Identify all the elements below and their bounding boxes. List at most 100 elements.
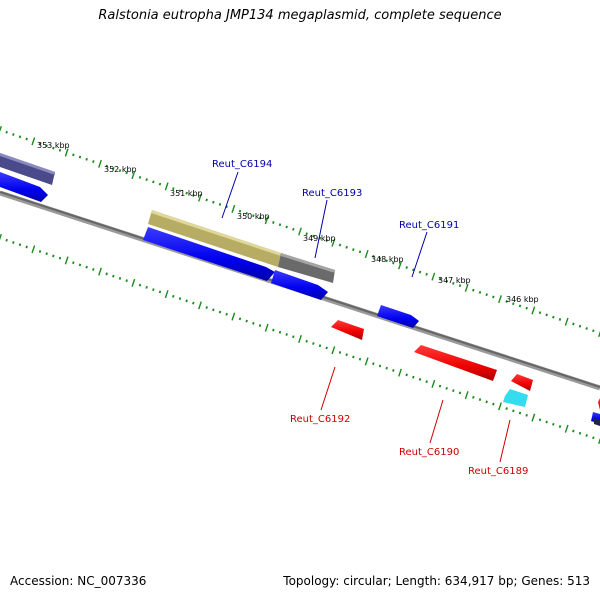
minor-tick: [292, 227, 295, 231]
minor-tick: [85, 157, 88, 161]
minor-tick: [558, 318, 562, 321]
major-tick: [264, 323, 269, 332]
minor-tick: [472, 395, 475, 399]
gene-label-reut-c6194[interactable]: Reut_C6194: [212, 159, 272, 170]
minor-tick: [252, 321, 255, 325]
minor-tick: [525, 306, 528, 310]
minor-tick: [285, 333, 288, 336]
major-tick: [0, 125, 2, 133]
minor-tick: [558, 425, 562, 428]
map-title: Ralstonia eutropha JMP134 megaplasmid, c…: [98, 8, 502, 23]
major-tick: [131, 171, 136, 180]
minor-tick: [358, 250, 362, 254]
major-tick: [398, 261, 402, 270]
minor-tick: [125, 171, 128, 175]
forward-genes: [0, 172, 600, 424]
minor-tick: [125, 279, 128, 283]
cog-bar-gray: [278, 253, 335, 283]
major-tick: [64, 256, 69, 265]
minor-tick: [458, 284, 462, 288]
minor-tick: [452, 281, 455, 285]
gene-forward-arrow: [0, 172, 48, 202]
minor-tick: [5, 238, 8, 242]
minor-tick: [238, 209, 242, 213]
minor-tick: [278, 330, 282, 334]
minor-tick: [572, 322, 575, 326]
minor-tick: [5, 130, 8, 134]
minor-tick: [218, 203, 222, 206]
minor-tick: [478, 290, 482, 294]
major-tick: [264, 216, 269, 225]
gene-label-reut-c6193[interactable]: Reut_C6193: [302, 188, 362, 199]
minor-tick: [92, 267, 95, 271]
major-tick: [331, 346, 336, 355]
minor-tick: [545, 420, 548, 424]
minor-tick: [438, 384, 442, 388]
minor-tick: [572, 429, 575, 433]
minor-tick: [492, 295, 495, 299]
major-tick: [164, 182, 169, 191]
minor-tick: [58, 148, 62, 152]
gene-forward-arrow: [271, 270, 328, 300]
minor-tick: [318, 236, 322, 240]
major-tick: [298, 334, 302, 344]
minor-tick: [178, 297, 182, 301]
minor-tick: [425, 272, 428, 276]
gene-label-reut-c6189[interactable]: Reut_C6189: [468, 466, 528, 477]
major-tick: [498, 295, 502, 304]
minor-tick: [12, 133, 15, 136]
minor-tick: [505, 407, 508, 411]
minor-tick: [505, 299, 508, 303]
minor-tick: [452, 389, 455, 393]
scale-label: 347 kbp: [438, 276, 471, 285]
minor-tick: [512, 302, 515, 306]
minor-tick: [18, 135, 22, 139]
major-tick: [31, 137, 36, 146]
minor-tick: [205, 198, 208, 202]
minor-tick: [458, 391, 462, 395]
minor-tick: [245, 319, 248, 323]
minor-tick: [178, 189, 182, 193]
minor-tick: [445, 279, 448, 283]
minor-tick: [318, 344, 322, 348]
minor-tick: [485, 400, 488, 404]
cog-bar-olive-top: [151, 210, 281, 256]
gene-reverse-arrow: [414, 345, 497, 381]
major-tick: [398, 368, 402, 377]
minor-tick: [345, 353, 348, 357]
minor-tick: [285, 225, 288, 229]
minor-tick: [185, 191, 188, 195]
minor-tick: [278, 223, 282, 227]
minor-tick: [578, 324, 582, 328]
major-tick: [164, 290, 169, 299]
cog-bar-olive: [148, 210, 281, 267]
major-tick: [531, 306, 536, 315]
gene-cyan: [503, 389, 528, 407]
minor-tick: [478, 398, 482, 402]
gene-label-reut-c6191[interactable]: Reut_C6191: [399, 220, 459, 231]
minor-tick: [405, 266, 408, 270]
major-tick: [298, 227, 302, 236]
minor-tick: [58, 256, 62, 260]
gene-label-reut-c6192[interactable]: Reut_C6192: [290, 414, 350, 425]
minor-tick: [385, 366, 388, 370]
minor-tick: [25, 245, 28, 249]
minor-tick: [525, 413, 528, 417]
minor-tick: [212, 308, 215, 312]
gene-label-reut-c6190[interactable]: Reut_C6190: [399, 447, 459, 458]
gene-labels: Reut_C6194 Reut_C6193 Reut_C6191 Reut_C6…: [212, 159, 528, 477]
minor-tick: [138, 283, 142, 287]
minor-tick: [225, 312, 228, 316]
cog-bar-slate-top: [0, 153, 55, 175]
minor-tick: [305, 232, 308, 236]
minor-tick: [105, 164, 108, 168]
minor-tick: [418, 270, 422, 274]
minor-tick: [392, 261, 395, 265]
minor-tick: [18, 243, 22, 247]
minor-tick: [152, 180, 155, 184]
minor-tick: [105, 272, 108, 276]
cog-bars: [0, 153, 335, 283]
minor-tick: [345, 245, 348, 249]
gene-reverse-arrow: [331, 320, 364, 340]
